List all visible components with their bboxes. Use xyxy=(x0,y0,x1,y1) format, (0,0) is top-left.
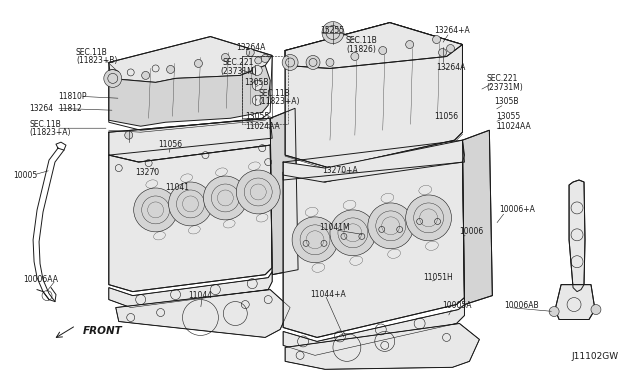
Circle shape xyxy=(141,71,150,79)
Text: 13270: 13270 xyxy=(136,167,160,177)
Text: 11041M: 11041M xyxy=(319,223,349,232)
Text: 11044+A: 11044+A xyxy=(310,290,346,299)
Polygon shape xyxy=(109,36,272,82)
Text: SEC.11B: SEC.11B xyxy=(29,120,61,129)
Polygon shape xyxy=(463,130,492,305)
Text: (11823+B): (11823+B) xyxy=(76,56,117,65)
Circle shape xyxy=(379,46,387,54)
Polygon shape xyxy=(270,108,298,275)
Text: SEC.221: SEC.221 xyxy=(486,74,518,83)
Circle shape xyxy=(134,188,177,232)
Circle shape xyxy=(236,170,280,214)
Text: 11812: 11812 xyxy=(58,104,82,113)
Text: J11102GW: J11102GW xyxy=(572,352,619,361)
Polygon shape xyxy=(109,272,272,308)
Text: 11056: 11056 xyxy=(159,140,183,149)
Text: FRONT: FRONT xyxy=(83,327,123,336)
Polygon shape xyxy=(109,145,272,292)
Circle shape xyxy=(221,54,229,61)
Circle shape xyxy=(406,41,413,48)
Polygon shape xyxy=(569,180,585,292)
Circle shape xyxy=(255,57,262,64)
Text: 11041: 11041 xyxy=(166,183,189,192)
Text: (23731M): (23731M) xyxy=(486,83,523,92)
Polygon shape xyxy=(283,305,465,355)
Text: 10005: 10005 xyxy=(13,170,37,180)
Circle shape xyxy=(282,54,298,70)
Circle shape xyxy=(195,60,202,67)
Circle shape xyxy=(168,182,212,226)
Text: 15255: 15255 xyxy=(320,26,344,35)
Circle shape xyxy=(351,52,359,61)
Text: SEC.221: SEC.221 xyxy=(222,58,253,67)
Text: 13055: 13055 xyxy=(245,112,269,121)
Text: SEC.11B: SEC.11B xyxy=(346,36,378,45)
Circle shape xyxy=(125,131,132,139)
Polygon shape xyxy=(555,285,595,320)
Polygon shape xyxy=(285,23,463,68)
Text: 11024AA: 11024AA xyxy=(497,122,531,131)
Text: 11810P: 11810P xyxy=(58,92,86,101)
Circle shape xyxy=(252,95,262,105)
Circle shape xyxy=(433,36,440,44)
Text: 13055: 13055 xyxy=(497,112,520,121)
Polygon shape xyxy=(285,23,463,168)
Polygon shape xyxy=(109,118,272,162)
Text: 13270+A: 13270+A xyxy=(322,166,358,174)
Text: 10006+A: 10006+A xyxy=(499,205,535,214)
Text: 13264A: 13264A xyxy=(436,63,466,72)
Text: SEC.11B: SEC.11B xyxy=(76,48,108,57)
Polygon shape xyxy=(283,140,465,182)
Circle shape xyxy=(246,48,254,57)
Bar xyxy=(243,57,288,124)
Text: 10006AA: 10006AA xyxy=(23,275,58,284)
Text: 1305B: 1305B xyxy=(494,97,519,106)
Circle shape xyxy=(166,65,175,73)
Text: SEC.11B: SEC.11B xyxy=(258,89,290,98)
Circle shape xyxy=(591,305,601,314)
Circle shape xyxy=(261,54,269,62)
Text: 1305B: 1305B xyxy=(244,78,269,87)
Text: (11823+A): (11823+A) xyxy=(258,97,300,106)
Circle shape xyxy=(406,195,451,241)
Text: (11826): (11826) xyxy=(346,45,376,54)
Text: 11056: 11056 xyxy=(435,112,459,121)
Text: (11823+A): (11823+A) xyxy=(29,128,70,137)
Text: 11044: 11044 xyxy=(189,291,212,300)
Circle shape xyxy=(326,58,334,67)
Text: 10006AB: 10006AB xyxy=(504,301,539,310)
Text: 11024AA: 11024AA xyxy=(245,122,280,131)
Text: (23731M): (23731M) xyxy=(220,67,257,76)
Text: 13264+A: 13264+A xyxy=(435,26,470,35)
Polygon shape xyxy=(116,290,290,337)
Circle shape xyxy=(447,45,454,52)
Text: 11051H: 11051H xyxy=(424,273,453,282)
Circle shape xyxy=(252,65,262,76)
Text: 13264: 13264 xyxy=(29,104,53,113)
Circle shape xyxy=(104,70,122,87)
Circle shape xyxy=(330,210,376,256)
Text: 10006: 10006 xyxy=(460,227,484,236)
Circle shape xyxy=(368,203,413,249)
Circle shape xyxy=(438,48,447,57)
Polygon shape xyxy=(109,65,270,126)
Circle shape xyxy=(204,176,247,220)
Polygon shape xyxy=(283,152,465,337)
Circle shape xyxy=(322,22,344,44)
Text: 13264A: 13264A xyxy=(236,43,266,52)
Circle shape xyxy=(549,307,559,317)
Circle shape xyxy=(292,217,338,263)
Text: 10005A: 10005A xyxy=(442,301,472,310)
Circle shape xyxy=(252,80,262,90)
Circle shape xyxy=(306,55,320,70)
Polygon shape xyxy=(285,324,479,369)
